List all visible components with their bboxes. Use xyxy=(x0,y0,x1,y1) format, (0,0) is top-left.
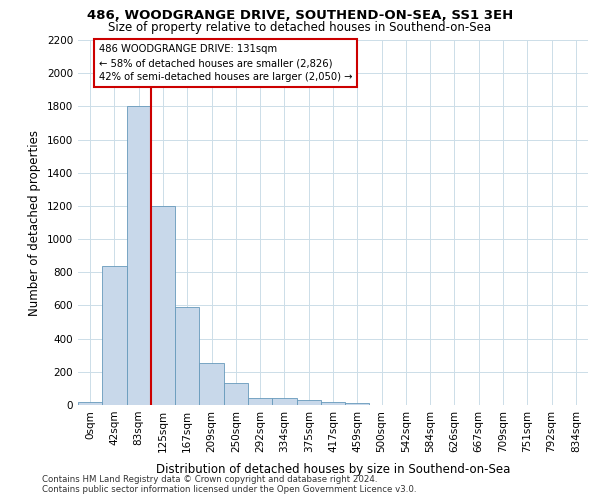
Text: Contains HM Land Registry data © Crown copyright and database right 2024.: Contains HM Land Registry data © Crown c… xyxy=(42,475,377,484)
Text: 486, WOODGRANGE DRIVE, SOUTHEND-ON-SEA, SS1 3EH: 486, WOODGRANGE DRIVE, SOUTHEND-ON-SEA, … xyxy=(87,9,513,22)
Bar xyxy=(199,362,224,405)
Bar xyxy=(296,400,321,405)
Bar xyxy=(175,307,199,405)
Bar xyxy=(127,106,151,405)
Bar xyxy=(248,398,272,405)
Bar xyxy=(321,402,345,405)
Text: Size of property relative to detached houses in Southend-on-Sea: Size of property relative to detached ho… xyxy=(109,21,491,34)
Bar xyxy=(224,384,248,405)
Bar xyxy=(102,266,127,405)
X-axis label: Distribution of detached houses by size in Southend-on-Sea: Distribution of detached houses by size … xyxy=(156,463,510,476)
Text: 486 WOODGRANGE DRIVE: 131sqm
← 58% of detached houses are smaller (2,826)
42% of: 486 WOODGRANGE DRIVE: 131sqm ← 58% of de… xyxy=(98,44,352,82)
Text: Contains public sector information licensed under the Open Government Licence v3: Contains public sector information licen… xyxy=(42,485,416,494)
Bar xyxy=(78,402,102,405)
Bar xyxy=(345,404,370,405)
Bar xyxy=(151,206,175,405)
Y-axis label: Number of detached properties: Number of detached properties xyxy=(28,130,41,316)
Bar xyxy=(272,398,296,405)
